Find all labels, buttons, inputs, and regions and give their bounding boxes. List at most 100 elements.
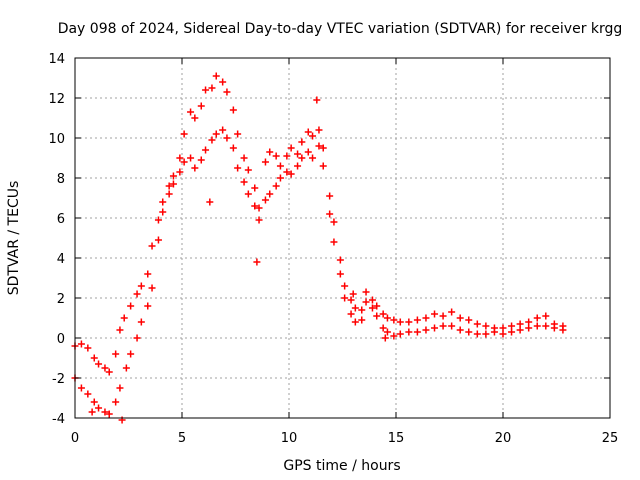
- y-axis-label: SDTVAR / TECUs: [6, 181, 22, 296]
- data-point: [379, 310, 387, 318]
- data-point: [112, 350, 120, 358]
- data-point: [362, 298, 370, 306]
- data-point: [101, 364, 109, 372]
- data-point: [77, 340, 85, 348]
- data-point: [315, 126, 323, 134]
- data-point: [559, 326, 567, 334]
- data-point: [120, 314, 128, 322]
- data-point: [90, 398, 98, 406]
- y-tick-label: 0: [57, 332, 65, 347]
- data-point: [319, 162, 327, 170]
- data-point: [180, 158, 188, 166]
- data-point: [383, 314, 391, 322]
- data-point: [448, 322, 456, 330]
- data-point: [253, 258, 261, 266]
- chart-title: Day 098 of 2024, Sidereal Day-to-day VTE…: [58, 21, 623, 37]
- data-point: [298, 154, 306, 162]
- y-axis-ticks: -4 -2 0 2 4 6 8 10 12 14: [48, 52, 610, 427]
- data-points: [71, 72, 567, 424]
- x-tick-label: 0: [71, 431, 79, 446]
- data-point: [187, 108, 195, 116]
- y-tick-label: 4: [57, 252, 65, 267]
- data-point: [405, 328, 413, 336]
- data-point: [373, 302, 381, 310]
- data-point: [187, 154, 195, 162]
- data-point: [212, 72, 220, 80]
- data-point: [319, 144, 327, 152]
- data-point: [105, 410, 113, 418]
- data-point: [525, 318, 533, 326]
- y-tick-label: 14: [48, 52, 65, 67]
- grid: [75, 58, 610, 418]
- data-point: [219, 78, 227, 86]
- data-point: [383, 328, 391, 336]
- data-point: [313, 96, 321, 104]
- data-point: [133, 334, 141, 342]
- data-point: [283, 168, 291, 176]
- data-point: [525, 324, 533, 332]
- data-point: [304, 128, 312, 136]
- data-point: [137, 318, 145, 326]
- data-point: [482, 322, 490, 330]
- data-point: [159, 208, 167, 216]
- data-point: [396, 318, 404, 326]
- data-point: [251, 202, 259, 210]
- data-point: [294, 150, 302, 158]
- x-tick-label: 15: [388, 431, 405, 446]
- data-point: [234, 130, 242, 138]
- data-point: [390, 332, 398, 340]
- data-point: [347, 296, 355, 304]
- data-point: [330, 218, 338, 226]
- data-point: [347, 310, 355, 318]
- data-point: [101, 408, 109, 416]
- data-point: [266, 190, 274, 198]
- data-point: [336, 270, 344, 278]
- data-point: [116, 326, 124, 334]
- data-point: [550, 324, 558, 332]
- data-point: [499, 324, 507, 332]
- data-point: [473, 320, 481, 328]
- data-point: [244, 190, 252, 198]
- data-point: [165, 182, 173, 190]
- data-point: [287, 170, 295, 178]
- data-point: [358, 306, 366, 314]
- data-point: [304, 148, 312, 156]
- data-point: [116, 384, 124, 392]
- data-point: [516, 326, 524, 334]
- data-point: [169, 172, 177, 180]
- data-point: [508, 322, 516, 330]
- data-point: [276, 162, 284, 170]
- x-tick-label: 25: [602, 431, 619, 446]
- data-point: [276, 174, 284, 182]
- data-point: [294, 162, 302, 170]
- y-tick-label: 10: [48, 132, 65, 147]
- data-point: [533, 314, 541, 322]
- data-point: [169, 180, 177, 188]
- x-tick-label: 20: [495, 431, 512, 446]
- data-point: [482, 330, 490, 338]
- data-point: [272, 182, 280, 190]
- data-point: [191, 114, 199, 122]
- data-point: [351, 318, 359, 326]
- y-tick-label: 12: [48, 92, 65, 107]
- data-point: [127, 302, 135, 310]
- data-point: [309, 132, 317, 140]
- plot-frame: [74, 57, 611, 419]
- data-point: [341, 294, 349, 302]
- data-point: [405, 318, 413, 326]
- data-point: [191, 164, 199, 172]
- data-point: [326, 210, 334, 218]
- data-point: [508, 328, 516, 336]
- data-point: [84, 344, 92, 352]
- data-point: [95, 404, 103, 412]
- data-point: [148, 284, 156, 292]
- data-point: [283, 152, 291, 160]
- data-point: [362, 288, 370, 296]
- x-axis-label: GPS time / hours: [283, 458, 400, 474]
- data-point: [533, 322, 541, 330]
- data-point: [240, 178, 248, 186]
- data-point: [456, 314, 464, 322]
- data-point: [368, 304, 376, 312]
- data-point: [159, 198, 167, 206]
